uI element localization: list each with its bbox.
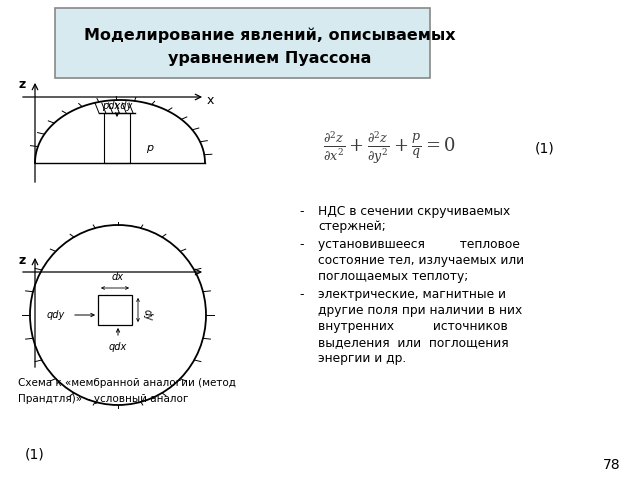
Text: поглощаемых теплоту;: поглощаемых теплоту;: [318, 270, 468, 283]
Text: $\frac{\partial^2 z}{\partial x^2}+\frac{\partial^2 z}{\partial y^2}+\frac{p}{q}: $\frac{\partial^2 z}{\partial x^2}+\frac…: [323, 130, 456, 167]
Text: другие поля при наличии в них: другие поля при наличии в них: [318, 304, 522, 317]
FancyBboxPatch shape: [55, 8, 430, 78]
Ellipse shape: [30, 225, 206, 405]
Text: x: x: [206, 94, 214, 107]
Text: z: z: [19, 79, 26, 92]
Text: энергии и др.: энергии и др.: [318, 352, 406, 365]
Bar: [104, 113, 130, 163]
Text: выделения  или  поглощения: выделения или поглощения: [318, 336, 509, 349]
Text: dy: dy: [142, 308, 154, 322]
Text: qdx: qdx: [109, 342, 127, 352]
Text: Прандтля)» – условный аналог: Прандтля)» – условный аналог: [18, 394, 188, 404]
Text: состояние тел, излучаемых или: состояние тел, излучаемых или: [318, 254, 524, 267]
Text: -: -: [300, 288, 304, 301]
Text: p: p: [147, 143, 154, 153]
Text: -: -: [300, 205, 304, 218]
Text: установившееся         тепловое: установившееся тепловое: [318, 238, 520, 251]
Text: pdxdy: pdxdy: [102, 101, 132, 111]
Text: внутренних          источников: внутренних источников: [318, 320, 508, 333]
Text: электрические, магнитные и: электрические, магнитные и: [318, 288, 506, 301]
Text: Моделирование явлений, описываемых: Моделирование явлений, описываемых: [84, 27, 456, 43]
Text: qdy: qdy: [47, 310, 65, 320]
Text: НДС в сечении скручиваемых: НДС в сечении скручиваемых: [318, 205, 510, 218]
Text: -: -: [300, 238, 304, 251]
Bar: [98, 295, 132, 325]
Text: (1): (1): [25, 448, 45, 462]
Text: dx: dx: [112, 272, 124, 282]
Text: (1): (1): [535, 141, 555, 155]
Text: уравнением Пуассона: уравнением Пуассона: [168, 50, 372, 65]
Text: Схема к «мембранной аналогии (метод: Схема к «мембранной аналогии (метод: [18, 378, 236, 388]
Text: z: z: [19, 253, 26, 266]
Text: 78: 78: [602, 458, 620, 472]
Text: стержней;: стержней;: [318, 220, 386, 233]
